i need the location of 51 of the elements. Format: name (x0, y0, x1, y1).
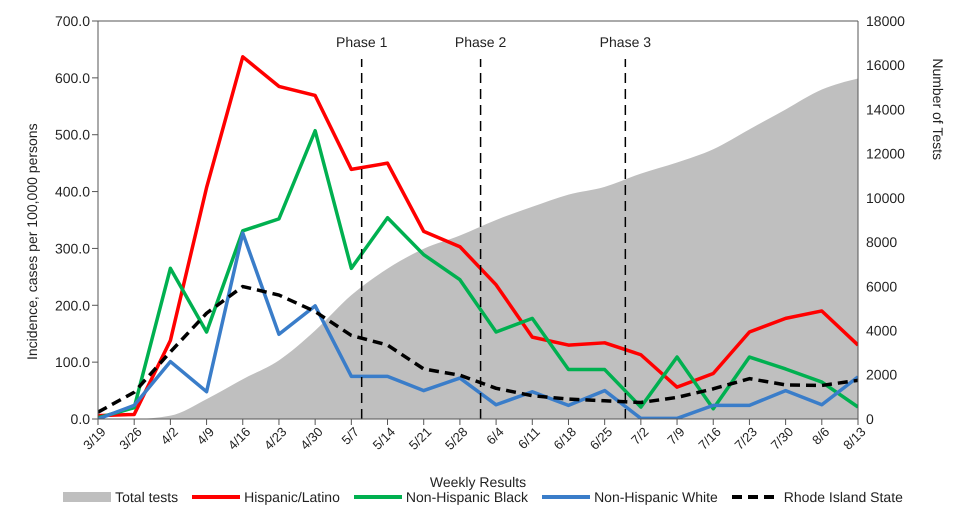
legend-label: Non-Hispanic White (593, 489, 718, 505)
y-tick-label: 200.0 (54, 297, 90, 314)
y2-tick-label: 4000 (866, 322, 898, 339)
x-tick-label: 4/16 (224, 424, 254, 453)
x-tick-label: 8/13 (840, 424, 869, 453)
legend-label: Hispanic/Latino (243, 489, 340, 505)
y2-tick-label: 18000 (866, 12, 906, 29)
x-tick-label: 7/9 (664, 424, 688, 448)
y-tick-label: 500.0 (54, 126, 90, 143)
y-tick-label: 600.0 (54, 70, 90, 86)
x-tick-label: 6/11 (515, 424, 543, 452)
y-tick-label: 0.0 (70, 410, 90, 427)
y2-tick-label: 8000 (866, 234, 898, 250)
x-tick-label: 5/7 (338, 424, 362, 448)
x-tick-label: 3/19 (80, 424, 109, 453)
x-axis-title: Weekly Results (430, 474, 526, 490)
x-tick-label: 7/2 (628, 424, 652, 448)
y-tick-label: 700.0 (54, 12, 90, 29)
y2-axis-title: Number of Tests (930, 58, 946, 160)
legend-label: Rhode Island State (782, 489, 903, 505)
legend-label: Total tests (114, 489, 178, 505)
y-tick-label: 300.0 (54, 240, 90, 256)
x-tick-label: 7/16 (695, 424, 724, 453)
x-tick-label: 4/2 (158, 424, 181, 448)
x-tick-label: 7/30 (768, 424, 796, 453)
x-tick-label: 4/23 (261, 424, 290, 453)
ref-line-label: Phase 2 (454, 34, 506, 50)
x-tick-label: 6/4 (483, 424, 507, 448)
x-tick-label: 6/18 (550, 424, 580, 453)
y-axis-title: Incidence, cases per 100,000 persons (24, 123, 40, 360)
x-tick-label: 8/6 (809, 424, 832, 448)
x-tick-label: 5/14 (370, 424, 398, 453)
x-tick-label: 6/25 (586, 424, 616, 453)
ref-line-label: Phase 3 (600, 34, 652, 50)
y2-tick-label: 2000 (866, 366, 898, 383)
x-tick-label: 3/26 (116, 424, 145, 453)
y-tick-label: 400.0 (54, 184, 90, 200)
y2-tick-label: 6000 (866, 278, 898, 294)
x-tick-label: 7/23 (732, 424, 760, 453)
x-tick-label: 5/28 (442, 424, 471, 453)
y2-tick-label: 12000 (866, 146, 906, 162)
y2-tick-label: 16000 (866, 57, 906, 74)
y2-tick-label: 14000 (866, 101, 906, 118)
x-tick-label: 4/9 (194, 424, 218, 448)
ref-line-label: Phase 1 (336, 34, 388, 50)
y2-tick-label: 0 (866, 410, 874, 427)
legend-label: Non-Hispanic Black (404, 489, 528, 505)
x-tick-label: 5/21 (406, 424, 434, 453)
x-tick-label: 4/30 (297, 424, 326, 453)
y-tick-label: 100.0 (54, 354, 90, 370)
y2-tick-label: 10000 (866, 190, 906, 206)
